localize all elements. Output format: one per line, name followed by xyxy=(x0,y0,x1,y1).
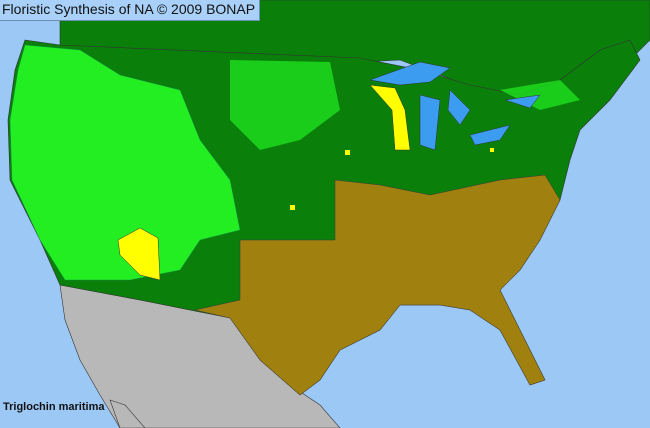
yellow-county xyxy=(490,148,494,152)
yellow-wisconsin-michigan xyxy=(369,84,411,151)
great-lakes xyxy=(369,61,541,151)
yellow-county xyxy=(290,205,295,210)
northern-plains-counties xyxy=(230,60,340,150)
baja-peninsula xyxy=(109,399,146,428)
western-counties xyxy=(9,44,241,281)
southeastern-states xyxy=(194,174,561,396)
map-title: Floristic Synthesis of NA © 2009 BONAP xyxy=(0,0,261,21)
yellow-county xyxy=(345,150,350,155)
yellow-arizona xyxy=(117,227,161,281)
species-name: Triglochin maritima xyxy=(3,401,105,413)
